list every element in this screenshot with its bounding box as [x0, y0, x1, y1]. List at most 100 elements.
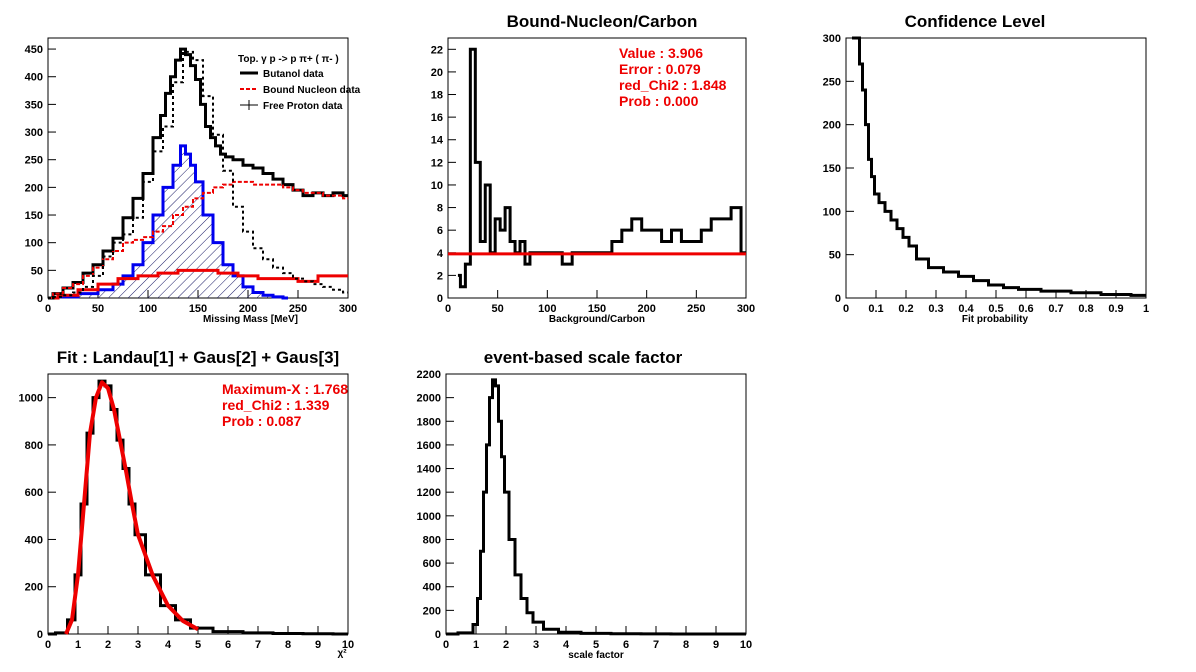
x-tick-label: 4 — [165, 639, 172, 651]
hatched-signal-area — [48, 145, 288, 298]
panel-title: Fit : Landau[1] + Gaus[2] + Gaus[3] — [57, 348, 339, 367]
y-tick-label: 0 — [435, 629, 441, 641]
y-tick-label: 10 — [431, 180, 443, 192]
y-tick-label: 2000 — [417, 393, 441, 405]
x-tick-label: 2 — [105, 639, 111, 651]
x-axis-label: Fit probability — [962, 314, 1029, 325]
chart-marks: 0 50 100 150 200 250 3000501001502002503003504… — [19, 33, 1150, 651]
y-tick-label: 200 — [25, 182, 43, 194]
y-tick-label: 200 — [423, 605, 441, 617]
x-tick-label: 100 — [139, 303, 157, 315]
y-tick-label: 1000 — [19, 393, 43, 405]
x-tick-label: 0 — [443, 639, 449, 651]
y-tick-label: 800 — [423, 534, 441, 546]
fit-maxx-text: Maximum-X : 1.768 — [222, 381, 348, 397]
x-tick-label: 0.4 — [958, 303, 974, 315]
y-tick-label: 50 — [829, 250, 841, 262]
panel-title: event-based scale factor — [484, 348, 683, 367]
y-tick-label: 150 — [823, 163, 841, 175]
y-tick-label: 800 — [25, 440, 43, 452]
panel-title: Bound-Nucleon/Carbon — [507, 12, 698, 31]
fit-prob-text: Prob : 0.087 — [222, 413, 302, 429]
y-tick-label: 150 — [25, 210, 43, 222]
x-tick-label: 8 — [285, 639, 291, 651]
y-tick-label: 16 — [431, 112, 443, 124]
series-butanol — [48, 47, 348, 300]
y-tick-label: 400 — [25, 72, 43, 84]
y-tick-label: 200 — [823, 120, 841, 132]
fit-chi2-text: red_Chi2 : 1.848 — [619, 77, 727, 93]
panel-landau-gaus-fit: Fit : Landau[1] + Gaus[2] + Gaus[3] χ² M… — [47, 348, 349, 659]
y-tick-label: 1600 — [417, 440, 441, 452]
x-axis-label: Missing Mass [MeV] — [203, 314, 298, 325]
panel-bound-nucleon-carbon: Bound-Nucleon/Carbon Background/Carbon V… — [447, 12, 747, 325]
panel-confidence-level: Confidence Level Fit probability — [845, 12, 1147, 325]
x-tick-label: 1 — [75, 639, 81, 651]
x-tick-label: 150 — [189, 303, 207, 315]
y-tick-label: 300 — [823, 33, 841, 45]
y-tick-label: 600 — [25, 487, 43, 499]
plot-frame — [845, 37, 1147, 299]
x-tick-label: 300 — [737, 303, 755, 315]
x-tick-label: 1 — [473, 639, 479, 651]
x-tick-label: 0.1 — [868, 303, 883, 315]
x-tick-label: 200 — [239, 303, 257, 315]
y-tick-label: 200 — [25, 582, 43, 594]
y-tick-label: 1400 — [417, 464, 441, 476]
y-tick-label: 2 — [437, 270, 443, 282]
x-tick-label: 0.7 — [1048, 303, 1063, 315]
x-tick-label: 100 — [538, 303, 556, 315]
y-tick-label: 300 — [25, 127, 43, 139]
x-tick-label: 5 — [593, 639, 599, 651]
x-tick-label: 6 — [623, 639, 629, 651]
x-tick-label: 50 — [492, 303, 504, 315]
x-tick-label: 4 — [563, 639, 570, 651]
x-tick-label: 7 — [653, 639, 659, 651]
x-tick-label: 0.3 — [928, 303, 943, 315]
x-tick-label: 0.8 — [1078, 303, 1093, 315]
y-tick-label: 4 — [437, 248, 444, 260]
y-tick-label: 1800 — [417, 416, 441, 428]
x-tick-label: 0 — [843, 303, 849, 315]
x-tick-label: 0.2 — [898, 303, 913, 315]
y-tick-label: 1200 — [417, 487, 441, 499]
y-tick-label: 400 — [423, 582, 441, 594]
legend: Top. γ p -> p π+ ( π- ) Butanol data Bou… — [238, 54, 361, 112]
legend-label-butanol: Butanol data — [263, 69, 324, 80]
y-tick-label: 0 — [37, 629, 43, 641]
y-tick-label: 100 — [823, 206, 841, 218]
x-tick-label: 8 — [683, 639, 689, 651]
y-tick-label: 12 — [431, 157, 443, 169]
y-tick-label: 250 — [25, 155, 43, 167]
y-tick-label: 2200 — [417, 369, 441, 381]
x-tick-label: 7 — [255, 639, 261, 651]
x-tick-label: 250 — [289, 303, 307, 315]
series-fit-probability — [852, 36, 1146, 297]
x-axis-label: scale factor — [568, 650, 624, 661]
x-tick-label: 10 — [740, 639, 752, 651]
series-bound-nucleon — [48, 180, 348, 299]
x-tick-label: 50 — [92, 303, 104, 315]
x-tick-label: 9 — [713, 639, 719, 651]
fit-prob-text: Prob : 0.000 — [619, 93, 699, 109]
y-tick-label: 1000 — [417, 511, 441, 523]
y-tick-label: 600 — [423, 558, 441, 570]
y-tick-label: 0 — [37, 293, 43, 305]
y-tick-label: 0 — [437, 293, 443, 305]
x-tick-label: 0 — [445, 303, 451, 315]
y-tick-label: 350 — [25, 99, 43, 111]
y-tick-label: 18 — [431, 90, 443, 102]
y-tick-label: 250 — [823, 76, 841, 88]
y-tick-label: 0 — [835, 293, 841, 305]
x-tick-label: 9 — [315, 639, 321, 651]
x-tick-label: 6 — [225, 639, 231, 651]
x-tick-label: 0.9 — [1108, 303, 1123, 315]
fit-value-text: Value : 3.906 — [619, 45, 703, 61]
fit-curve — [64, 380, 199, 635]
y-tick-label: 20 — [431, 67, 443, 79]
y-tick-label: 50 — [31, 265, 43, 277]
series-scale-factor — [446, 378, 746, 636]
x-tick-label: 1 — [1143, 303, 1149, 315]
x-tick-label: 150 — [588, 303, 606, 315]
panel-title: Confidence Level — [905, 12, 1046, 31]
